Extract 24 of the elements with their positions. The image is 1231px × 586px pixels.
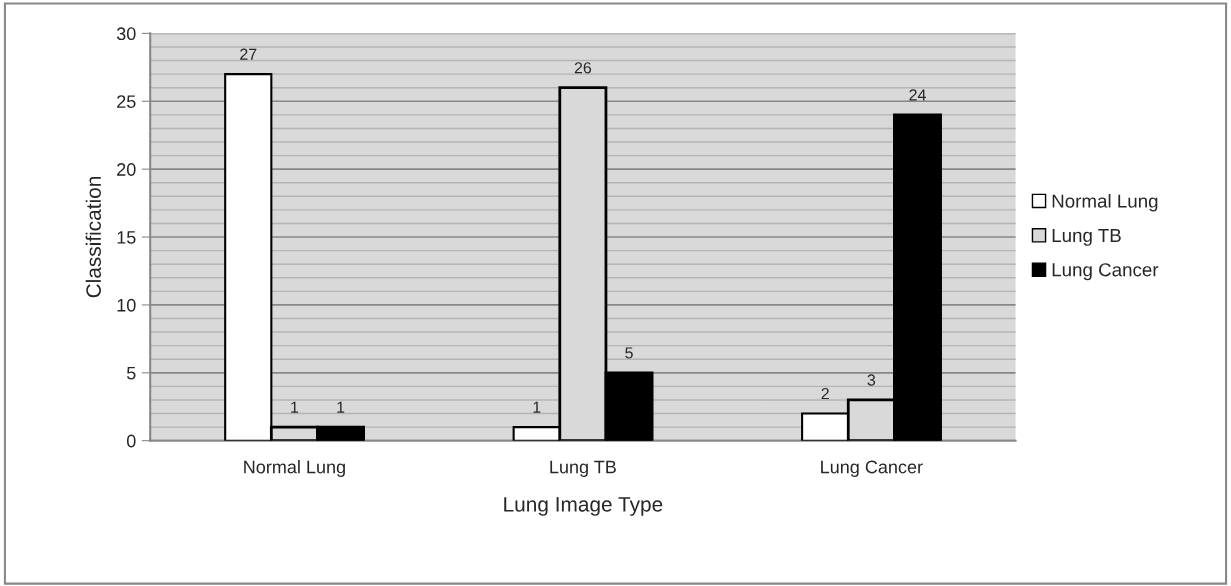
x-tick-label: Lung TB bbox=[550, 460, 616, 477]
y-tick-label: 30 bbox=[116, 27, 136, 41]
data-label: 2 bbox=[821, 387, 829, 400]
y-tick-label: 20 bbox=[117, 163, 136, 176]
y-tick-label: 10 bbox=[117, 298, 136, 312]
y-tick-label: 0 bbox=[126, 434, 136, 448]
y-axis-title: Classification bbox=[85, 177, 101, 298]
legend-label: Normal Lung bbox=[1052, 193, 1158, 212]
data-label: 1 bbox=[337, 401, 345, 413]
x-axis-title: Lung Image Type bbox=[504, 497, 663, 516]
data-label: 3 bbox=[867, 374, 876, 386]
data-label: 26 bbox=[574, 62, 592, 74]
data-label: 27 bbox=[240, 48, 257, 60]
x-tick-label: Lung Cancer bbox=[821, 460, 923, 477]
data-label: 1 bbox=[533, 401, 541, 413]
y-tick-label: 5 bbox=[126, 366, 136, 380]
x-tick-label: Normal Lung bbox=[244, 460, 345, 477]
legend-label: Lung TB bbox=[1052, 228, 1121, 246]
y-tick-label: 25 bbox=[117, 95, 136, 108]
data-label: 5 bbox=[625, 347, 633, 359]
legend-label: Lung Cancer bbox=[1052, 263, 1159, 281]
y-tick-label: 15 bbox=[117, 231, 136, 244]
data-label: 1 bbox=[291, 401, 299, 413]
data-label: 24 bbox=[909, 89, 926, 101]
